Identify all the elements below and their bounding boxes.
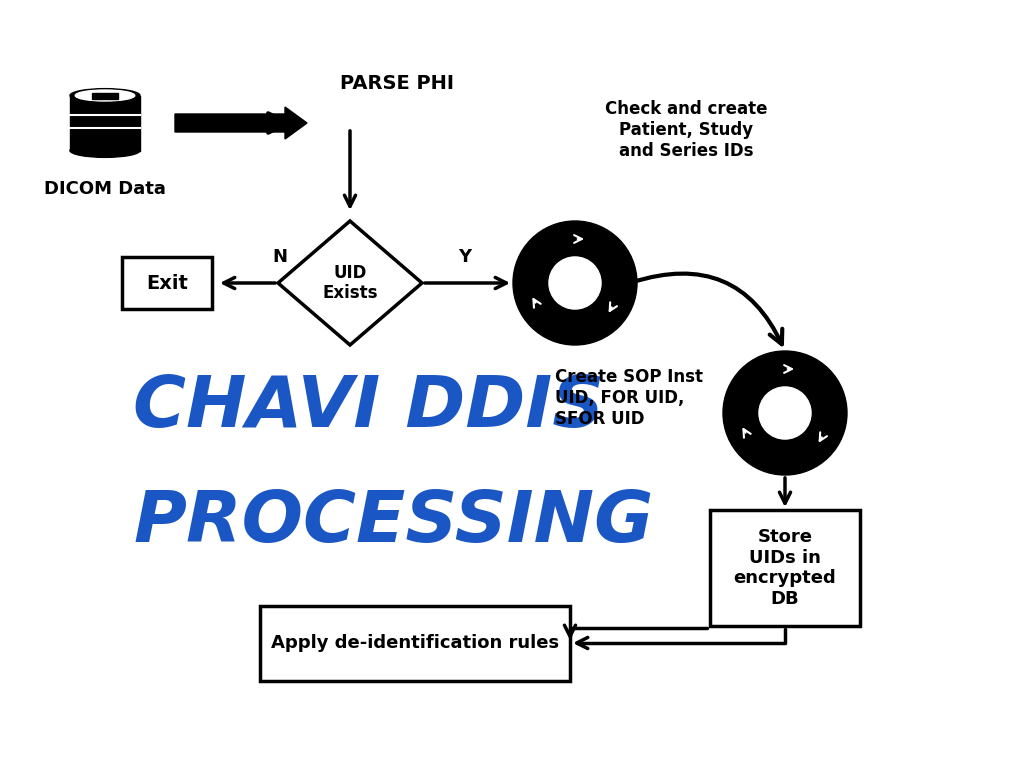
Text: UID
Exists: UID Exists	[323, 263, 378, 303]
Circle shape	[513, 221, 637, 345]
Bar	[710, 510, 860, 626]
Text: Apply de-identification rules: Apply de-identification rules	[271, 634, 559, 652]
Text: DICOM Data: DICOM Data	[44, 180, 166, 198]
Text: PARSE PHI: PARSE PHI	[340, 74, 454, 93]
Text: Create SOP Inst
UID, FOR UID,
SFOR UID: Create SOP Inst UID, FOR UID, SFOR UID	[555, 368, 703, 428]
Text: CHAVI DDIS: CHAVI DDIS	[133, 372, 604, 442]
Bar	[122, 257, 212, 309]
Circle shape	[723, 351, 847, 475]
Bar	[70, 95, 140, 151]
Circle shape	[549, 257, 601, 309]
Text: Exit: Exit	[146, 273, 188, 293]
Text: N: N	[272, 248, 288, 266]
Bar	[92, 93, 118, 99]
Circle shape	[759, 387, 811, 439]
FancyArrow shape	[175, 107, 307, 139]
Text: Store
UIDs in
encrypted
DB: Store UIDs in encrypted DB	[733, 528, 837, 608]
Ellipse shape	[75, 90, 135, 101]
Bar	[260, 605, 570, 680]
Text: Y: Y	[459, 248, 472, 266]
Text: Check and create
Patient, Study
and Series IDs: Check and create Patient, Study and Seri…	[605, 100, 768, 160]
Ellipse shape	[70, 144, 140, 157]
Text: PROCESSING: PROCESSING	[133, 488, 653, 557]
Ellipse shape	[70, 88, 140, 102]
